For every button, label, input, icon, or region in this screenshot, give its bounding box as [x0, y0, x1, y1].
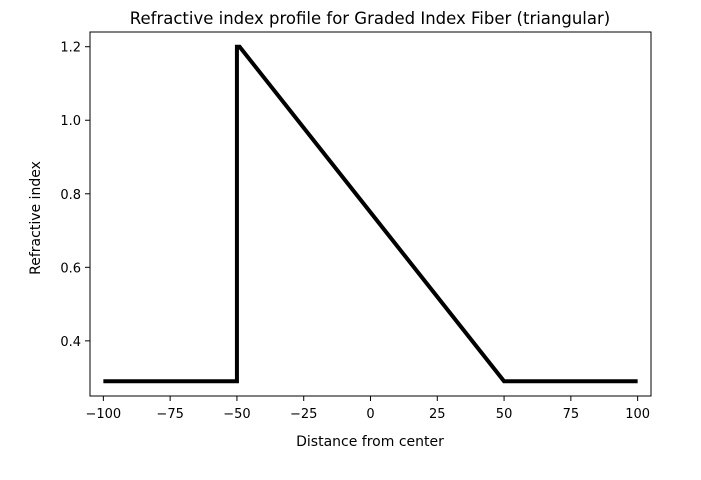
y-tick-label: 0.6	[60, 261, 81, 276]
x-tick-label: 25	[429, 407, 446, 422]
y-tick-label: 1.2	[60, 41, 81, 56]
x-tick-label: 0	[366, 407, 374, 422]
y-axis-label: Refractive index	[28, 161, 44, 275]
y-tick-label: 1.0	[60, 114, 81, 129]
x-tick-label: 50	[496, 407, 513, 422]
x-tick-label: −100	[85, 407, 121, 422]
refractive-index-line	[103, 44, 638, 384]
x-tick-label: −25	[290, 407, 317, 422]
x-tick-label: 100	[625, 407, 650, 422]
x-axis: −100 −75 −50 −25 0 25 50 75 100	[85, 396, 650, 422]
x-tick-label: 75	[563, 407, 580, 422]
series-layer	[103, 44, 638, 384]
x-tick-label: −75	[156, 407, 183, 422]
x-axis-label: Distance from center	[296, 434, 444, 450]
y-axis: 0.4 0.6 0.8 1.0 1.2	[60, 41, 90, 350]
y-tick-label: 0.4	[60, 335, 81, 350]
chart-title: Refractive index profile for Graded Inde…	[130, 9, 610, 28]
x-tick-label: −50	[223, 407, 250, 422]
y-tick-label: 0.8	[60, 188, 81, 203]
